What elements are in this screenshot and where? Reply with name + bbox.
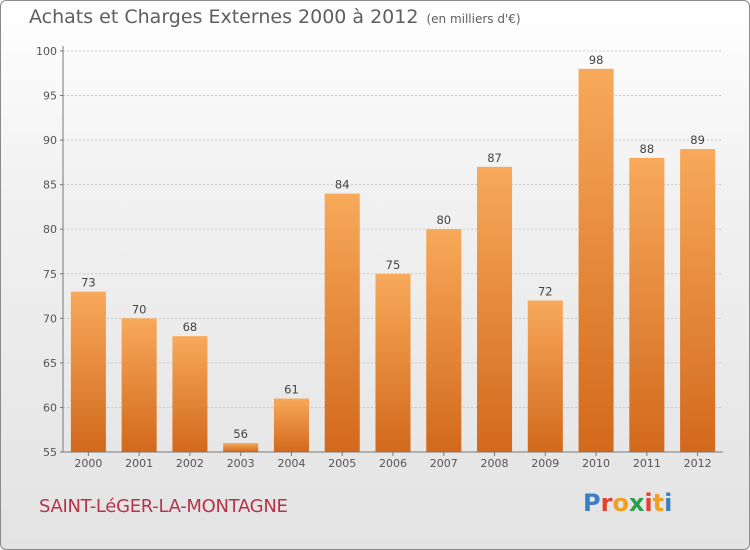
x-tick-label-2007: 2007 bbox=[430, 457, 458, 470]
logo-letter: i bbox=[644, 489, 653, 517]
data-label-2006: 75 bbox=[386, 258, 401, 272]
x-tick-label-2009: 2009 bbox=[531, 457, 559, 470]
y-tick-label: 65 bbox=[43, 357, 57, 370]
bars: 73 70 68 56 61 84 75 80 87 72 98 88 89 bbox=[70, 53, 716, 453]
x-tick-label-2001: 2001 bbox=[125, 457, 153, 470]
y-tick-label: 95 bbox=[43, 90, 57, 103]
data-label-2009: 72 bbox=[538, 285, 553, 299]
logo-letter: P bbox=[583, 489, 601, 517]
y-tick-label: 100 bbox=[36, 45, 57, 58]
y-tick-label: 90 bbox=[43, 134, 57, 147]
data-label-2005: 84 bbox=[335, 178, 350, 192]
chart-units: (en milliers d'€) bbox=[426, 12, 521, 26]
bar-2001 bbox=[121, 318, 157, 452]
logo-letter: t bbox=[652, 489, 665, 517]
y-tick-label: 70 bbox=[43, 312, 57, 325]
x-tick-label-2003: 2003 bbox=[227, 457, 255, 470]
bar-2000 bbox=[70, 291, 106, 452]
bar-2012 bbox=[680, 149, 716, 452]
x-tick-label-2006: 2006 bbox=[379, 457, 407, 470]
y-tick-label: 75 bbox=[43, 268, 57, 281]
bar-2011 bbox=[629, 157, 665, 452]
x-tick-label-2005: 2005 bbox=[328, 457, 356, 470]
y-tick-label: 55 bbox=[43, 446, 57, 459]
logo-letter: r bbox=[600, 489, 613, 517]
chart-title-text: Achats et Charges Externes 2000 à 2012 bbox=[29, 6, 419, 28]
data-label-2003: 56 bbox=[233, 427, 248, 441]
logo-letter: o bbox=[612, 489, 629, 517]
data-label-2001: 70 bbox=[132, 302, 147, 316]
x-tick-label-2012: 2012 bbox=[684, 457, 712, 470]
data-label-2000: 73 bbox=[81, 276, 96, 290]
x-tick-label-2008: 2008 bbox=[481, 457, 509, 470]
x-tick-label-2002: 2002 bbox=[176, 457, 204, 470]
bar-2006 bbox=[375, 273, 411, 452]
data-label-2004: 61 bbox=[284, 383, 299, 397]
x-tick-label-2004: 2004 bbox=[277, 457, 305, 470]
x-tick-label-2000: 2000 bbox=[74, 457, 102, 470]
bar-2002 bbox=[172, 336, 208, 452]
bar-2009 bbox=[527, 300, 563, 452]
y-tick-label: 80 bbox=[43, 223, 57, 236]
bar-2003 bbox=[223, 443, 259, 452]
y-tick-label: 60 bbox=[43, 401, 57, 414]
x-tick-label-2011: 2011 bbox=[633, 457, 661, 470]
data-label-2010: 98 bbox=[589, 53, 604, 67]
logo-letter: x bbox=[628, 489, 645, 517]
x-tick-label-2010: 2010 bbox=[582, 457, 610, 470]
proxiti-logo: Proxiti bbox=[583, 489, 672, 517]
bar-2007 bbox=[426, 229, 462, 452]
bar-2008 bbox=[477, 166, 513, 452]
data-label-2008: 87 bbox=[487, 151, 502, 165]
data-label-2002: 68 bbox=[183, 320, 198, 334]
data-label-2007: 80 bbox=[436, 213, 451, 227]
logo-letter: i bbox=[664, 489, 673, 517]
bar-2010 bbox=[578, 68, 614, 453]
chart-title: Achats et Charges Externes 2000 à 2012 (e… bbox=[29, 6, 521, 28]
axes: 55 60 65 70 75 80 85 90 95 100 2000 2001 2002 2003 200… bbox=[36, 45, 723, 470]
data-label-2012: 89 bbox=[690, 133, 705, 147]
bar-2005 bbox=[324, 193, 360, 453]
y-tick-label: 85 bbox=[43, 179, 57, 192]
commune-name: SAINT-LéGER-LA-MONTAGNE bbox=[39, 496, 288, 517]
bar-2004 bbox=[273, 398, 309, 452]
data-label-2011: 88 bbox=[640, 142, 655, 156]
